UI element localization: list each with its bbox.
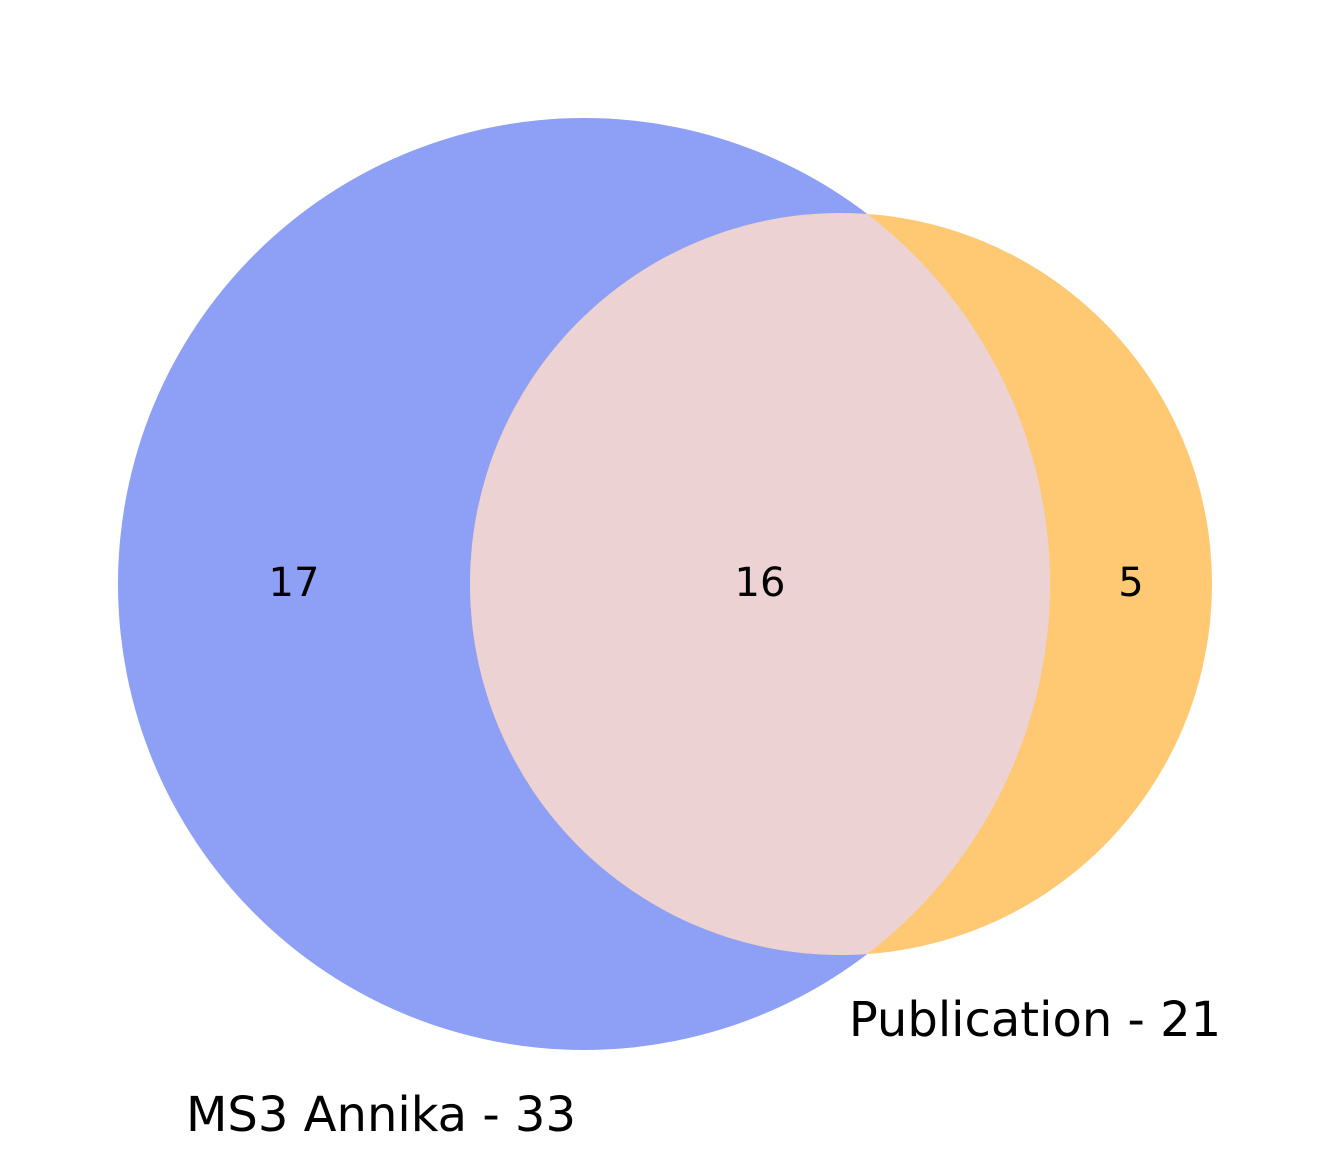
intersection-count: 16 (735, 560, 786, 606)
only-a-count: 17 (269, 560, 320, 606)
set-b-label: Publication - 21 (849, 992, 1221, 1048)
set-a-label: MS3 Annika - 33 (186, 1087, 576, 1143)
only-b-count: 5 (1118, 560, 1143, 606)
